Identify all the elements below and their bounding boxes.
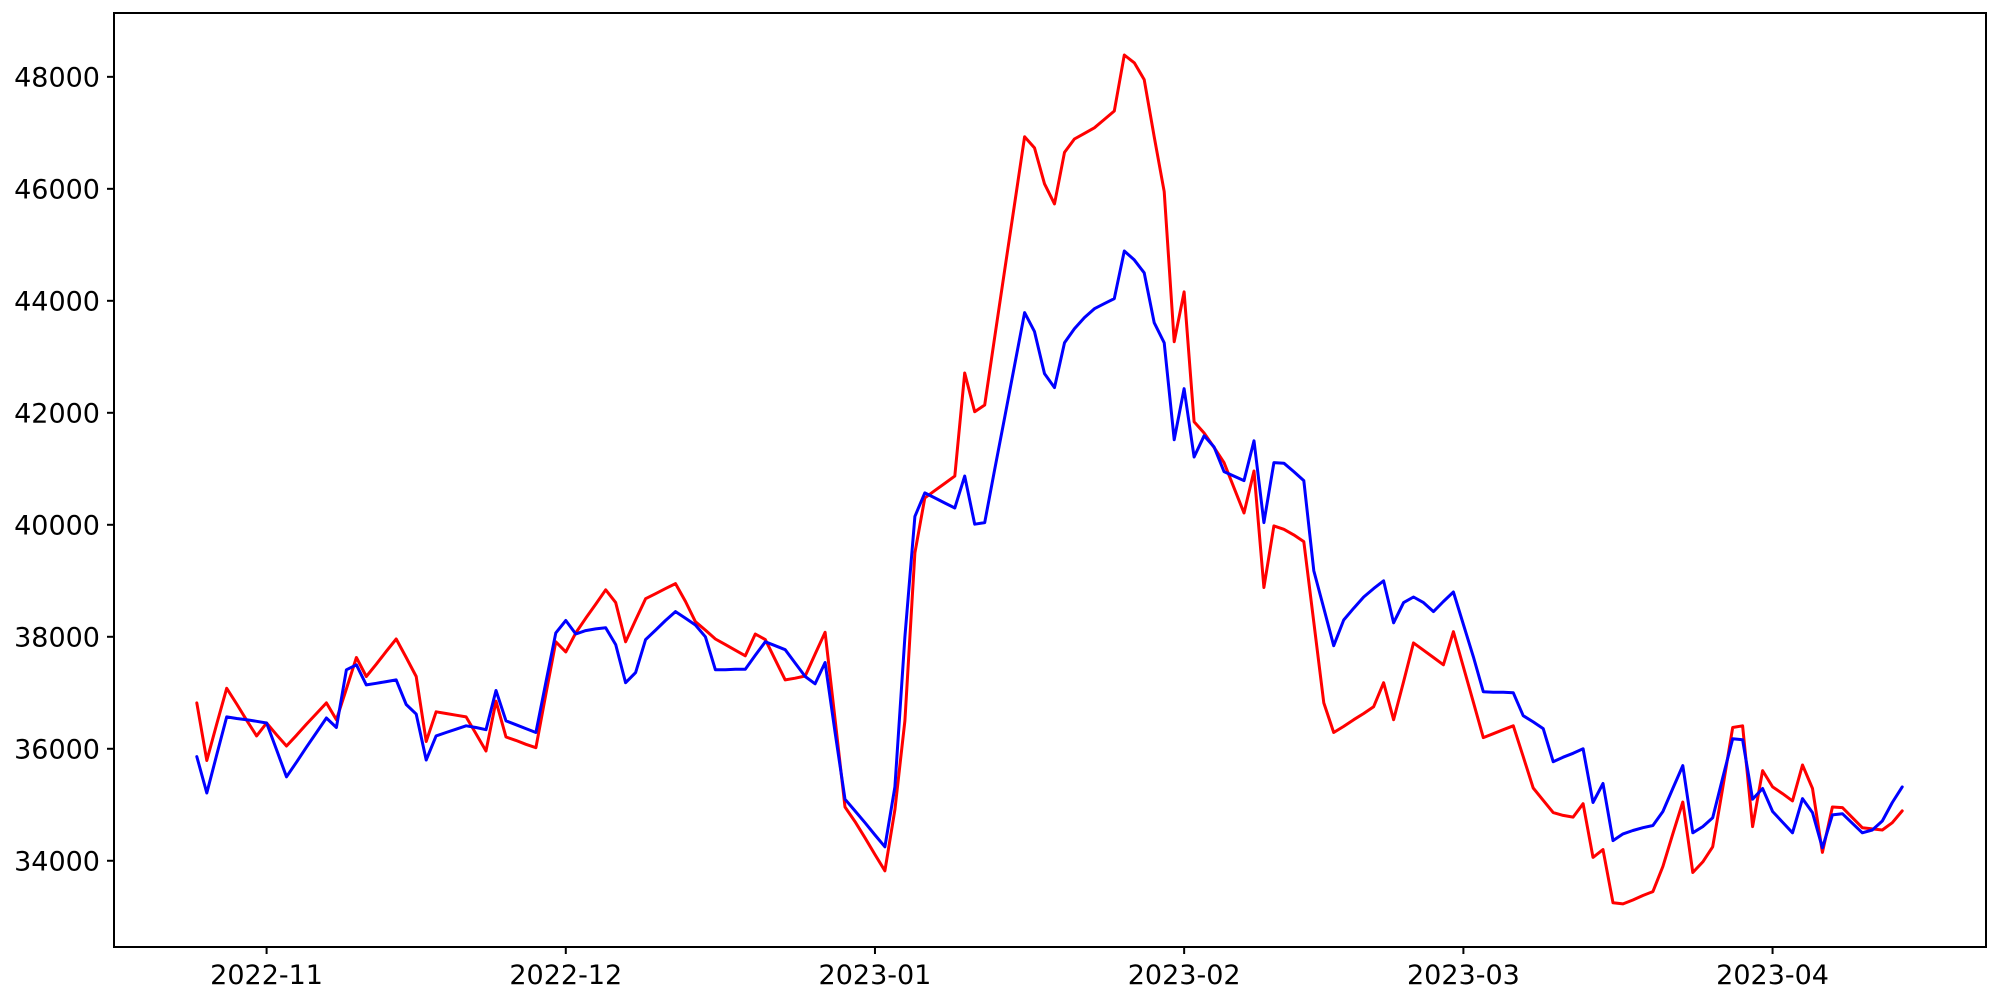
y-tick-label: 44000 (14, 286, 100, 317)
x-tick-label: 2023-01 (819, 960, 932, 991)
y-tick-label: 42000 (14, 398, 100, 429)
red-series-line (195, 53, 1904, 906)
blue-series-line (195, 249, 1904, 850)
y-tick-label: 48000 (14, 62, 100, 93)
x-tick-label: 2023-02 (1128, 960, 1241, 991)
y-tick-label: 34000 (14, 846, 100, 877)
series-group (195, 53, 1904, 906)
x-tick-label: 2023-03 (1407, 960, 1520, 991)
plot-spines (113, 12, 1987, 948)
y-tick-label: 38000 (14, 622, 100, 653)
y-tick-label: 46000 (14, 174, 100, 205)
axes-frame (113, 12, 1987, 948)
x-tick-label: 2023-04 (1716, 960, 1829, 991)
x-tick-label: 2022-12 (509, 960, 622, 991)
y-axis: 34000 36000 38000 40000 42000 44000 46000 48000 (14, 62, 114, 877)
y-tick-label: 40000 (14, 510, 100, 541)
x-axis: 2022-11 2022-12 2023-01 2023-02 2023-03 2023-… (210, 947, 1829, 991)
y-tick-label: 36000 (14, 734, 100, 765)
x-tick-label: 2022-11 (210, 960, 323, 991)
